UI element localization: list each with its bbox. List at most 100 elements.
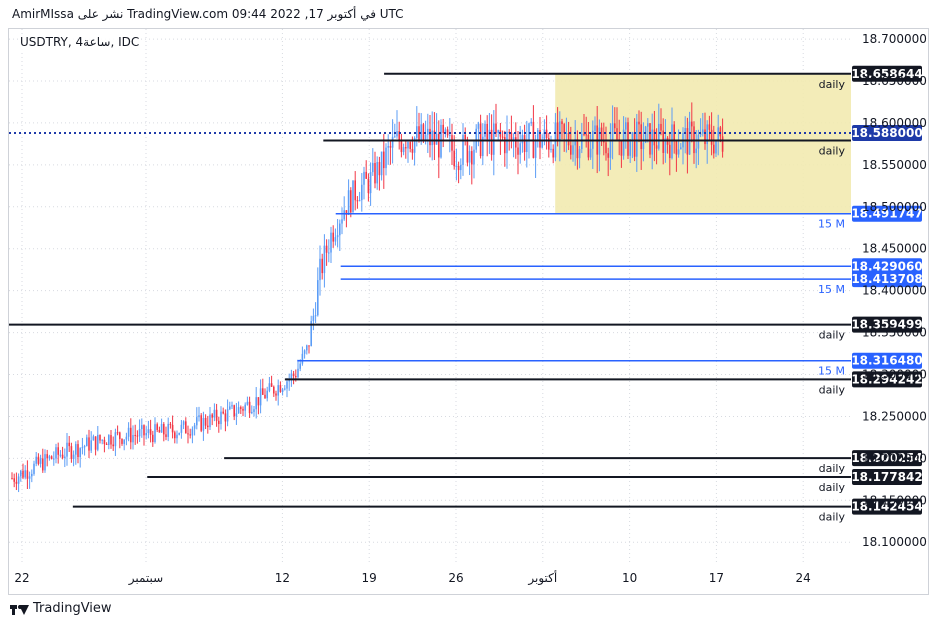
candle-body [136,435,139,437]
level-note: 15 M [818,283,845,296]
y-tick-label: 18.350000 [862,326,927,340]
candle-body [281,389,284,392]
candle-body [108,435,110,445]
candle-body [44,454,46,471]
candle-body [611,123,614,141]
candle-body [431,130,433,146]
footer-brand[interactable]: TradingView [10,601,112,616]
candle-body [171,424,174,433]
candle-body [97,434,99,450]
candle-body [253,409,255,412]
candle-body [317,280,319,316]
candle-body [378,162,381,176]
candle-body [515,137,517,148]
candle-body [178,432,180,435]
candle-body [24,470,26,478]
candle-body [103,439,106,444]
candle-body [387,146,389,148]
price-label-bg [852,258,922,275]
candle-body [26,470,29,479]
candle-body [572,145,574,155]
candle-body [235,413,238,417]
candle-body [622,129,625,156]
candle-body [523,135,526,153]
candle-body [556,122,559,141]
candle-body [521,135,524,144]
candle-body [152,434,154,443]
y-tick-label: 18.100000 [862,535,927,549]
candle-body [424,134,427,141]
x-tick-label: 19 [362,571,377,585]
candle-body [79,448,81,458]
zone-rect [555,73,851,214]
candle-body [363,171,365,185]
candle-body [160,424,163,433]
candle-body [644,126,647,143]
y-tick-label: 18.450000 [862,242,927,256]
candle-body [697,134,700,149]
candle-body [275,393,277,396]
candle-body [391,136,394,148]
candle-body [11,478,13,480]
x-tick-label: 10 [622,571,637,585]
candle-body [354,180,356,201]
price-label-bg [852,371,922,388]
y-tick-label: 18.600000 [862,116,927,130]
candle-body [99,434,101,441]
candle-body [105,443,108,445]
candle-body [548,138,550,150]
candle-body [717,127,719,141]
candle-body [464,134,466,140]
candle-body [77,444,79,458]
candle-body [372,162,374,173]
price-label: 18.142454 [851,500,922,514]
price-label: 18.316480 [851,354,922,368]
candle-body [367,178,370,194]
candle-body [506,131,508,154]
candle-body [231,405,233,407]
candle-body [141,425,143,430]
candle-body [501,136,504,138]
candle-body [427,128,429,135]
x-tick-label: 12 [275,571,290,585]
candle-body [273,386,275,394]
candle-body [191,428,194,436]
candle-body [721,136,724,152]
candle-body [570,145,572,155]
candle-body [389,146,392,148]
candle-body [444,129,447,134]
candle-body [246,401,249,405]
price-label: 18.658644 [851,67,922,81]
level-note: daily [819,511,846,524]
candle-body [438,133,440,158]
candle-body [510,132,513,140]
level-note: daily [819,329,846,342]
candle-body [530,121,532,124]
candle-body [213,409,216,418]
candle-body [204,417,207,426]
candle-body [512,137,515,140]
candle-body [145,433,147,436]
candle-body [176,434,178,439]
candle-body [631,132,634,140]
candle-body [127,427,130,437]
candle-body [537,130,539,141]
candle-body [13,478,15,482]
candle-body [306,345,308,351]
candle-body [541,140,543,148]
candle-body [125,436,128,440]
level-note: daily [819,78,846,91]
candle-body [48,456,51,459]
candle-body [295,375,297,378]
candle-body [699,133,702,135]
candle-body [380,151,383,176]
candle-body [334,237,337,242]
candle-body [567,132,570,146]
candle-body [383,151,385,169]
levels: daily 18.658644 18.588000 daily 15 M 18.49174… [9,65,923,524]
candle-body [167,423,169,437]
candle-body [486,123,488,140]
candle-body [57,447,59,455]
candle-body [396,131,398,137]
